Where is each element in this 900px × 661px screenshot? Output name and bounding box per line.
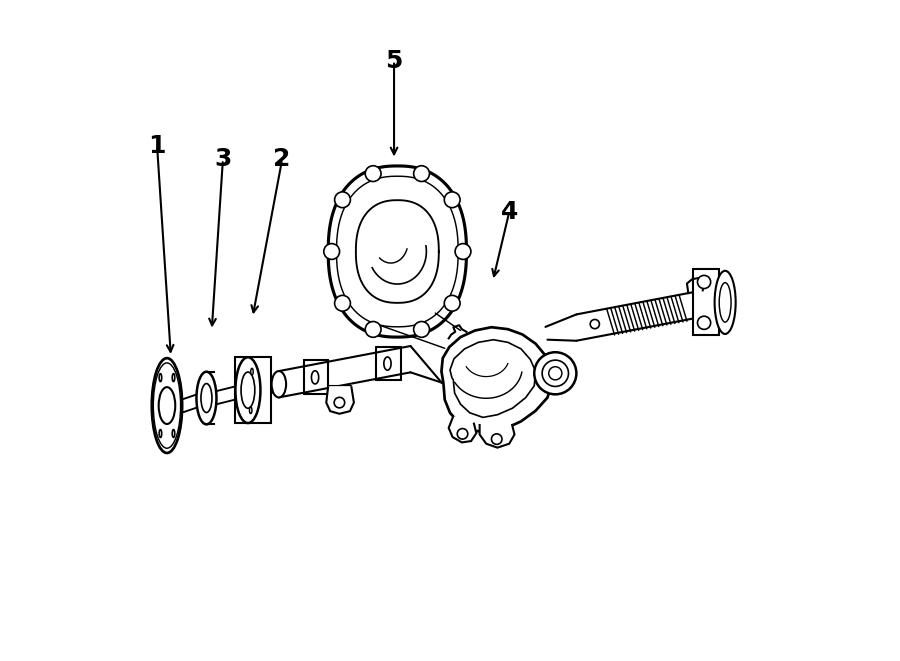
Text: 2: 2 bbox=[274, 147, 291, 171]
Circle shape bbox=[365, 321, 381, 337]
Circle shape bbox=[335, 192, 350, 208]
Circle shape bbox=[535, 352, 576, 395]
Polygon shape bbox=[449, 416, 476, 442]
Ellipse shape bbox=[196, 371, 217, 424]
Circle shape bbox=[590, 319, 599, 329]
Circle shape bbox=[445, 295, 460, 311]
Ellipse shape bbox=[719, 283, 731, 322]
Circle shape bbox=[324, 244, 339, 259]
Polygon shape bbox=[441, 327, 552, 432]
Circle shape bbox=[698, 276, 711, 289]
Ellipse shape bbox=[159, 430, 162, 438]
Circle shape bbox=[414, 321, 429, 337]
Ellipse shape bbox=[172, 373, 175, 381]
Ellipse shape bbox=[236, 357, 260, 423]
Ellipse shape bbox=[715, 271, 735, 334]
Polygon shape bbox=[235, 357, 272, 423]
Text: 1: 1 bbox=[148, 134, 166, 158]
Circle shape bbox=[491, 434, 502, 444]
Circle shape bbox=[445, 192, 460, 208]
Ellipse shape bbox=[201, 383, 212, 412]
Ellipse shape bbox=[251, 368, 253, 375]
Polygon shape bbox=[480, 424, 515, 447]
Ellipse shape bbox=[249, 407, 252, 414]
Ellipse shape bbox=[152, 358, 182, 453]
Circle shape bbox=[365, 166, 381, 182]
Ellipse shape bbox=[172, 430, 175, 438]
Polygon shape bbox=[328, 166, 466, 337]
Text: 4: 4 bbox=[500, 200, 518, 224]
Polygon shape bbox=[693, 270, 719, 335]
Polygon shape bbox=[327, 386, 354, 414]
Circle shape bbox=[455, 244, 471, 259]
Circle shape bbox=[542, 360, 569, 387]
Ellipse shape bbox=[272, 371, 286, 397]
Ellipse shape bbox=[159, 373, 162, 381]
Circle shape bbox=[335, 295, 350, 311]
Circle shape bbox=[698, 316, 711, 329]
Circle shape bbox=[334, 397, 345, 408]
Text: 3: 3 bbox=[214, 147, 231, 171]
Text: 5: 5 bbox=[385, 49, 402, 73]
Circle shape bbox=[414, 166, 429, 182]
Circle shape bbox=[457, 428, 468, 439]
Ellipse shape bbox=[241, 372, 255, 408]
Circle shape bbox=[549, 367, 562, 380]
Ellipse shape bbox=[158, 387, 176, 424]
